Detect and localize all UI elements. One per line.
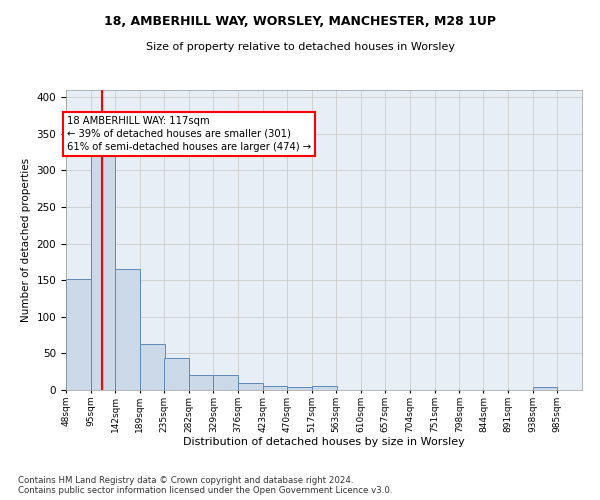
Text: 18, AMBERHILL WAY, WORSLEY, MANCHESTER, M28 1UP: 18, AMBERHILL WAY, WORSLEY, MANCHESTER, … <box>104 15 496 28</box>
Bar <box>533 387 557 390</box>
Bar <box>214 374 238 390</box>
Bar <box>66 279 91 390</box>
Text: Contains HM Land Registry data © Crown copyright and database right 2024.
Contai: Contains HM Land Registry data © Crown c… <box>18 476 392 495</box>
Bar <box>263 386 287 390</box>
Text: Size of property relative to detached houses in Worsley: Size of property relative to detached ho… <box>146 42 455 52</box>
Y-axis label: Number of detached properties: Number of detached properties <box>21 158 31 322</box>
Bar <box>140 344 164 390</box>
Text: 18 AMBERHILL WAY: 117sqm
← 39% of detached houses are smaller (301)
61% of semi-: 18 AMBERHILL WAY: 117sqm ← 39% of detach… <box>67 116 311 152</box>
Bar <box>287 387 312 390</box>
Bar <box>238 384 263 390</box>
Bar <box>189 374 214 390</box>
X-axis label: Distribution of detached houses by size in Worsley: Distribution of detached houses by size … <box>183 438 465 448</box>
Bar <box>312 386 337 390</box>
Bar <box>164 358 189 390</box>
Bar <box>91 148 115 390</box>
Bar <box>115 270 140 390</box>
